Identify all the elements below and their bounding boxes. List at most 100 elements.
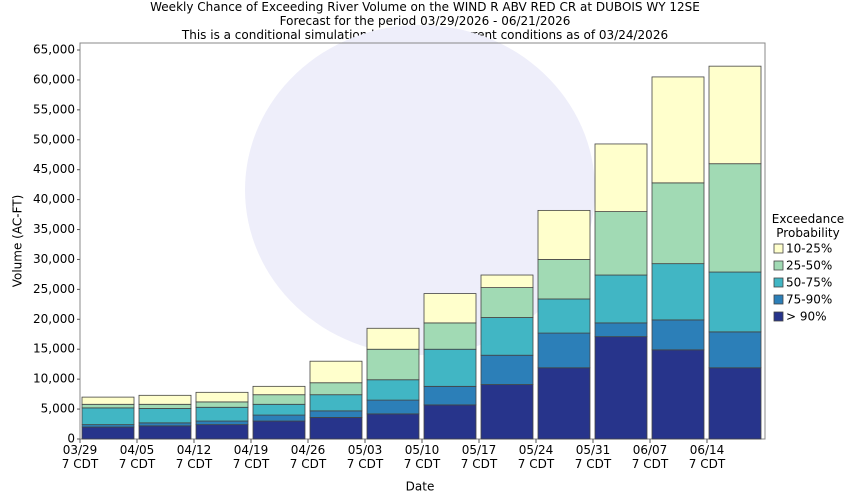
legend-label: 75-90% xyxy=(786,293,832,307)
bar-segment xyxy=(651,263,705,321)
bar-segment xyxy=(195,406,249,422)
bar-segment xyxy=(138,408,192,424)
legend-label: 10-25% xyxy=(786,242,832,256)
bar-segment xyxy=(480,384,534,440)
bar-segment xyxy=(708,163,762,273)
legend-title: Exceedance Probability xyxy=(771,212,845,240)
bar-segment xyxy=(537,367,591,440)
bar-segment xyxy=(708,331,762,369)
bar-segment xyxy=(708,367,762,440)
x-tick-label: 05/17 7 CDT xyxy=(460,443,498,471)
bar-segment xyxy=(309,410,363,418)
bar-segment xyxy=(309,394,363,412)
bar-segment xyxy=(651,76,705,184)
bar-segment xyxy=(366,413,420,440)
y-tick-label: 10,000 xyxy=(33,372,75,386)
bar-segment xyxy=(195,391,249,403)
bar-segment xyxy=(366,348,420,381)
bar-segment xyxy=(594,336,648,440)
bar-segment xyxy=(252,394,306,405)
legend-swatch xyxy=(773,260,784,271)
x-axis-label: Date xyxy=(406,480,435,494)
bar-segment xyxy=(651,319,705,351)
x-tick-label: 04/26 7 CDT xyxy=(289,443,327,471)
bar-segment xyxy=(195,424,249,440)
bar-segment xyxy=(81,396,135,405)
x-tick-label: 03/29 7 CDT xyxy=(61,443,99,471)
chart-subtitle: Forecast for the period 03/29/2026 - 06/… xyxy=(279,14,571,28)
y-tick-label: 35,000 xyxy=(33,222,75,236)
y-tick-label: 20,000 xyxy=(33,312,75,326)
bar-segment xyxy=(366,399,420,415)
x-tick-label: 06/14 7 CDT xyxy=(688,443,726,471)
bar-segment xyxy=(138,394,192,405)
y-tick-label: 15,000 xyxy=(33,342,75,356)
y-tick-label: 0 xyxy=(67,432,75,446)
x-tick-label: 05/10 7 CDT xyxy=(403,443,441,471)
x-tick-label: 04/12 7 CDT xyxy=(175,443,213,471)
y-axis-label: Volume (AC-FT) xyxy=(11,195,25,288)
bar-segment xyxy=(537,298,591,334)
x-tick-label: 05/24 7 CDT xyxy=(517,443,555,471)
x-tick-label: 05/03 7 CDT xyxy=(346,443,384,471)
bar-segment xyxy=(537,259,591,300)
legend-label: 25-50% xyxy=(786,259,832,273)
y-tick-label: 55,000 xyxy=(33,102,75,116)
bar-segment xyxy=(309,417,363,440)
bar-segment xyxy=(195,420,249,426)
bar-segment xyxy=(195,401,249,408)
y-tick-label: 60,000 xyxy=(33,72,75,86)
bar-segment xyxy=(651,182,705,265)
bar-segment xyxy=(594,274,648,324)
bar-segment xyxy=(423,404,477,440)
legend-label: 50-75% xyxy=(786,276,832,290)
x-tick-label: 04/05 7 CDT xyxy=(118,443,156,471)
bar-segment xyxy=(594,143,648,212)
bar-segment xyxy=(480,354,534,385)
bar-segment xyxy=(423,385,477,406)
bar-segment xyxy=(366,327,420,350)
bar-segment xyxy=(309,360,363,384)
bar-segment xyxy=(423,322,477,350)
bar-segment xyxy=(252,420,306,440)
bar-segment xyxy=(138,403,192,409)
y-tick-label: 30,000 xyxy=(33,252,75,266)
bar-segment xyxy=(309,382,363,396)
bar-segment xyxy=(594,322,648,338)
legend-swatch xyxy=(773,294,784,305)
bar-segment xyxy=(366,379,420,401)
bar-segment xyxy=(81,407,135,426)
y-tick-label: 45,000 xyxy=(33,162,75,176)
bar-segment xyxy=(252,403,306,416)
x-tick-label: 06/07 7 CDT xyxy=(631,443,669,471)
legend-swatch xyxy=(773,277,784,288)
legend-swatch xyxy=(773,311,784,322)
bar-segment xyxy=(423,293,477,324)
y-tick-label: 25,000 xyxy=(33,282,75,296)
bar-segment xyxy=(138,425,192,440)
bar-segment xyxy=(708,65,762,165)
bar-segment xyxy=(651,349,705,440)
bar-segment xyxy=(537,209,591,260)
bar-segment xyxy=(252,414,306,422)
bar-segment xyxy=(708,271,762,333)
legend-swatch xyxy=(773,243,784,254)
bar-segment xyxy=(81,426,135,440)
watermark xyxy=(245,25,595,355)
bar-segment xyxy=(423,348,477,387)
y-tick-label: 40,000 xyxy=(33,192,75,206)
x-tick-label: 05/31 7 CDT xyxy=(574,443,612,471)
bar-segment xyxy=(252,385,306,396)
y-tick-label: 5,000 xyxy=(41,402,75,416)
bar-segment xyxy=(537,332,591,369)
y-tick-label: 50,000 xyxy=(33,132,75,146)
chart-title: Weekly Chance of Exceeding River Volume … xyxy=(150,0,700,14)
x-tick-label: 04/19 7 CDT xyxy=(232,443,270,471)
legend-label: > 90% xyxy=(786,310,827,324)
y-tick-label: 65,000 xyxy=(33,43,75,57)
bar-segment xyxy=(480,287,534,318)
bar-segment xyxy=(480,274,534,288)
bar-segment xyxy=(138,422,192,427)
